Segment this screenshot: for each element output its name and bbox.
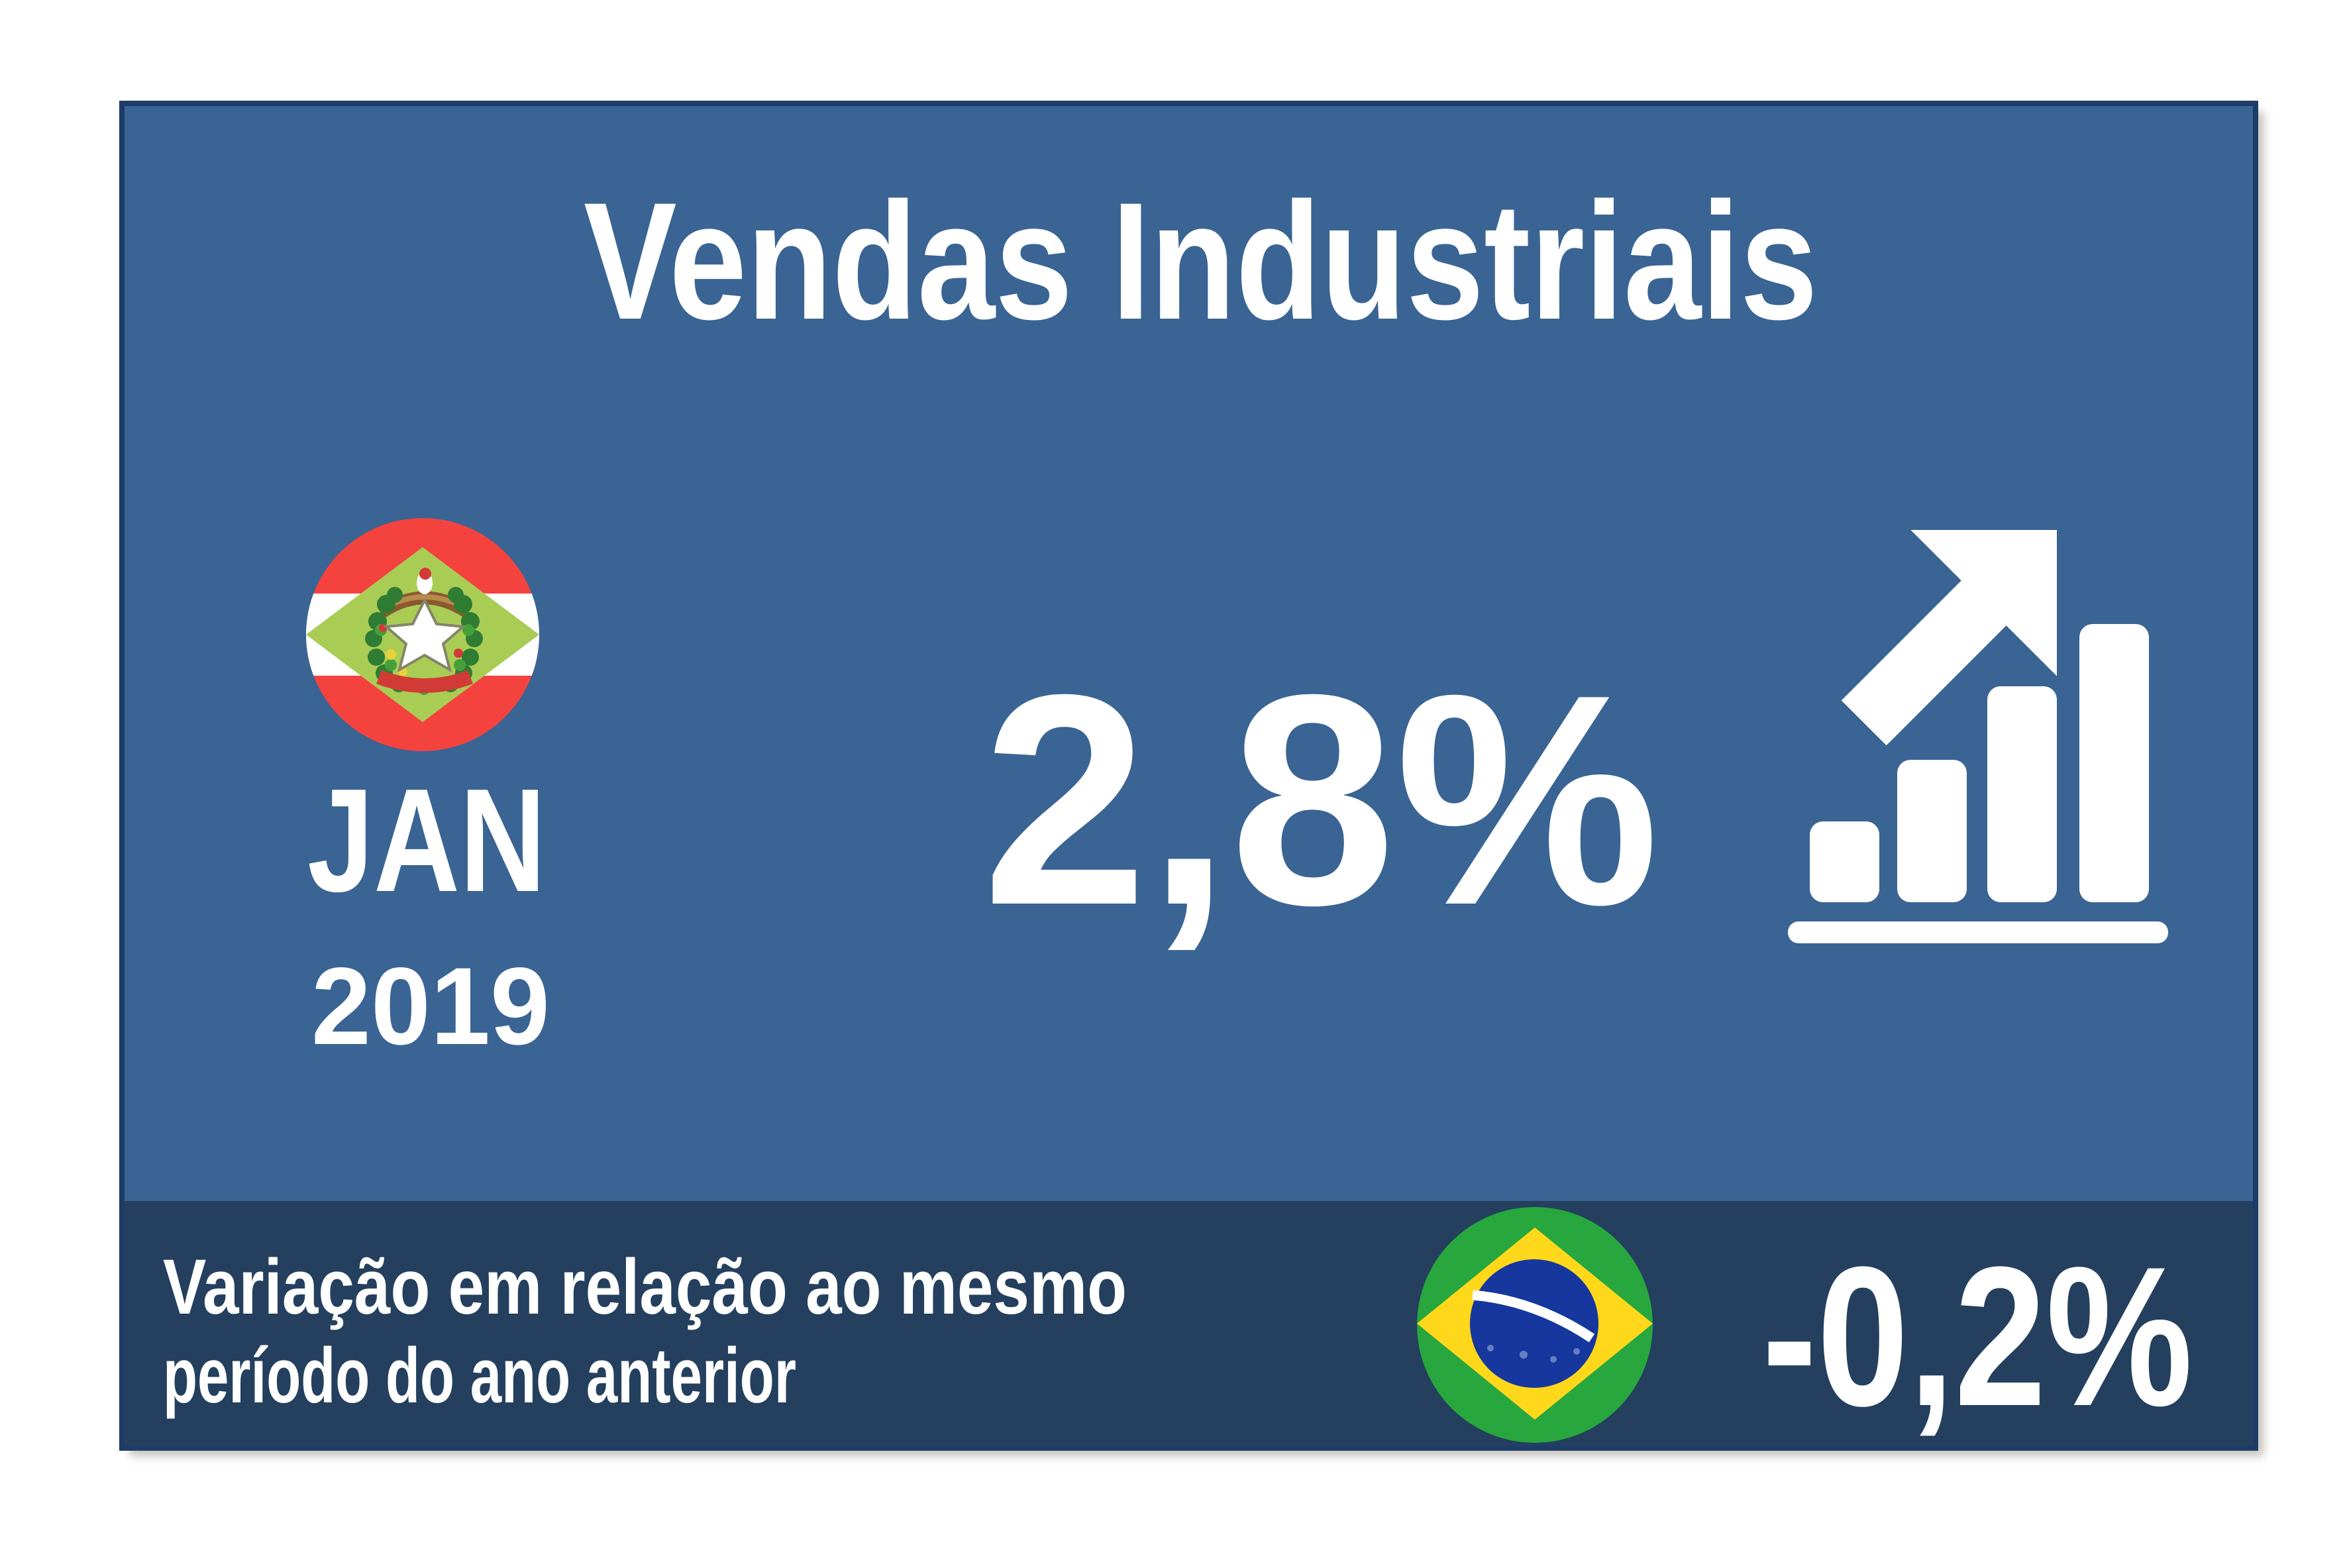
svg-text:2019: 2019 [311,945,550,1068]
svg-text:-0,2%: -0,2% [1762,1225,2193,1447]
svg-text:2,8%: 2,8% [982,632,1659,967]
svg-text:Variação em relação ao mesmo: Variação em relação ao mesmo [163,1243,1127,1331]
svg-text:período do ano anterior: período do ano anterior [163,1332,796,1420]
svg-text:Vendas Industriais: Vendas Industriais [584,168,1818,354]
svg-text:JAN: JAN [307,758,546,923]
